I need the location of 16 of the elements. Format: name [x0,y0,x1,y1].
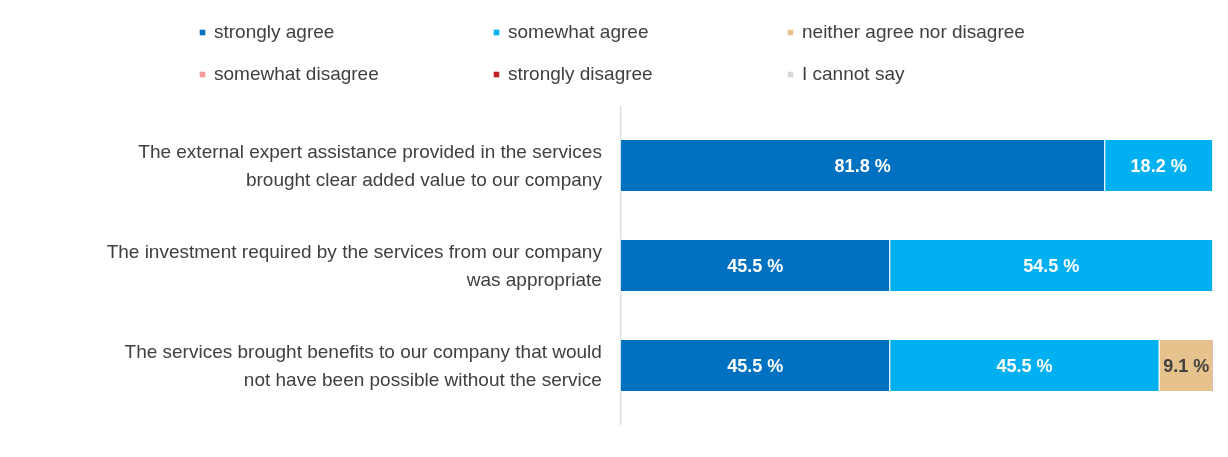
y-tick-label: The services brought benefits to our company that would not have been possible without the service [124,340,602,391]
data-label: 81.8 % [834,155,891,176]
legend-label: neither agree nor disagree [802,21,1026,43]
data-label: 45.5 % [727,255,784,276]
legend-label: I cannot say [802,63,906,85]
data-label: 54.5 % [1023,255,1080,276]
legend-label: somewhat disagree [214,63,380,85]
y-tick-label: The investment required by the services from our company was appropriate [106,240,603,291]
legend-label: somewhat agree [508,21,650,43]
data-label: 18.2 % [1130,155,1187,176]
legend-label: strongly agree [214,21,336,43]
y-tick-label: The external expert assistance provided in the services brought clear added value to our company [138,140,603,191]
legend-label: strongly disagree [508,63,654,85]
data-label: 9.1 % [1163,355,1210,376]
data-label: 45.5 % [727,355,784,376]
data-label: 45.5 % [996,355,1053,376]
